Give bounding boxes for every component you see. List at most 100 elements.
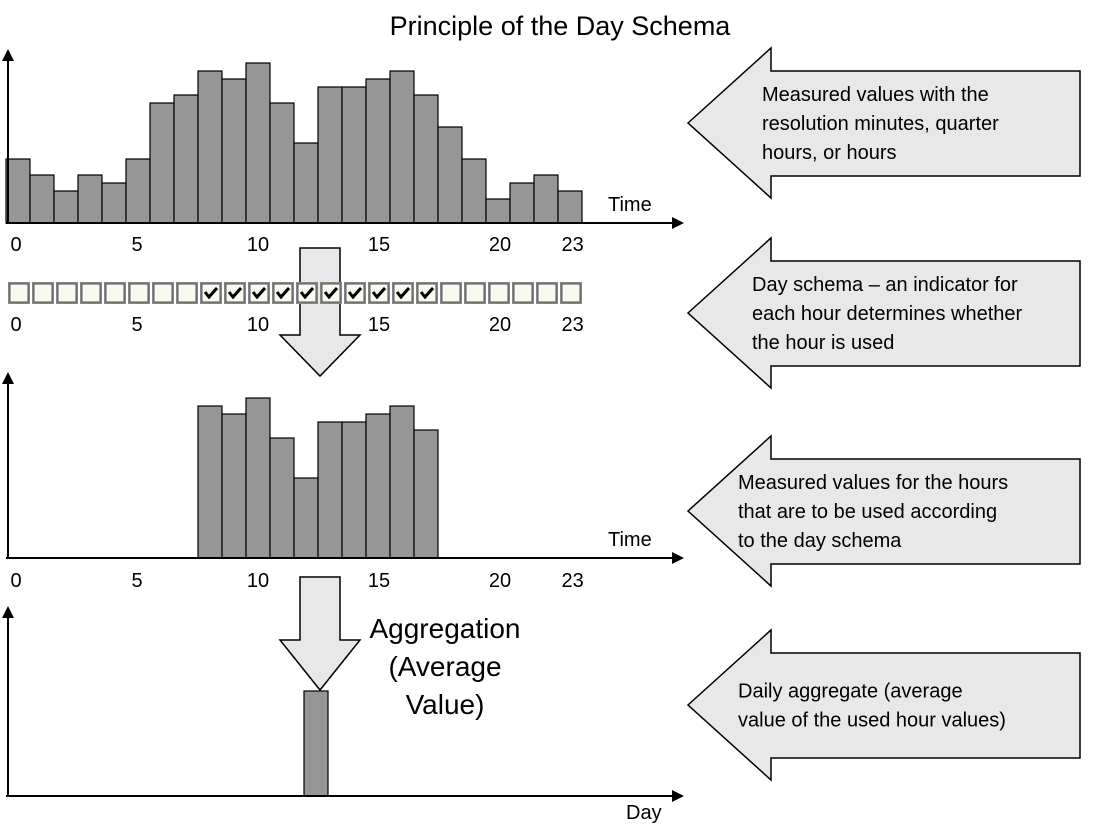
schema-checkbox-hour-16[interactable] [392, 282, 414, 304]
bar-hour-1 [29, 174, 55, 224]
schema-checkbox-hour-3[interactable] [80, 282, 102, 304]
bar-hour-7 [173, 94, 199, 224]
tick-labels: 0 5 10 15 20 23 [10, 570, 583, 592]
checkbox-box [489, 283, 509, 303]
check-icon [371, 287, 387, 300]
note-line: that are to be used according [738, 501, 997, 523]
schema-checkbox-hour-10[interactable] [248, 282, 270, 304]
check-icon [419, 287, 435, 300]
checkbox-box [153, 283, 173, 303]
bar-hour-23 [557, 190, 583, 224]
bar-hour-9 [221, 413, 247, 559]
checkbox-box [9, 283, 29, 303]
check-icon [203, 287, 219, 300]
note-line: to the day schema [738, 530, 902, 552]
tick-label-20: 20 [489, 234, 511, 256]
note-line: resolution minutes, quarter [762, 113, 999, 135]
hourly-values-chart [5, 62, 583, 224]
bar-hour-12 [293, 142, 319, 224]
schema-checkbox-hour-17[interactable] [416, 282, 438, 304]
bar-hour-14 [341, 86, 367, 224]
schema-checkbox-hour-14[interactable] [344, 282, 366, 304]
bar-hour-6 [149, 102, 175, 224]
explanation-arrows: Measured values with the resolution minut… [686, 46, 1081, 782]
tick-label-0: 0 [10, 314, 21, 336]
schema-checkbox-hour-11[interactable] [272, 282, 294, 304]
check-icon [299, 287, 315, 300]
schema-checkbox-hour-9[interactable] [224, 282, 246, 304]
note-line: each hour determines whether [752, 303, 1022, 325]
bar-hour-15 [365, 413, 391, 559]
bar-hour-14 [341, 421, 367, 559]
checkbox-box [513, 283, 533, 303]
bar-hour-3 [77, 174, 103, 224]
checkbox-box [441, 283, 461, 303]
tick-label-5: 5 [131, 234, 142, 256]
bar-hour-13 [317, 86, 343, 224]
schema-checkbox-hour-21[interactable] [512, 282, 534, 304]
bar-hour-19 [461, 158, 487, 224]
schema-checkbox-hour-6[interactable] [152, 282, 174, 304]
bar-hour-16 [389, 405, 415, 559]
schema-checkbox-hour-5[interactable] [128, 282, 150, 304]
down-arrow-aggregation [278, 576, 362, 692]
tick-labels: 0 5 10 15 20 23 [10, 234, 583, 256]
schema-checkbox-hour-7[interactable] [176, 282, 198, 304]
bar-hour-5 [125, 158, 151, 224]
note-line: value of the used hour values) [738, 710, 1006, 732]
checkbox-box [81, 283, 101, 303]
left-arrow-shape [686, 434, 1081, 588]
schema-checkbox-hour-20[interactable] [488, 282, 510, 304]
schema-checkbox-hour-23[interactable] [560, 282, 582, 304]
schema-checkbox-hour-12[interactable] [296, 282, 318, 304]
checkbox-box [465, 283, 485, 303]
bar-hour-16 [389, 70, 415, 224]
aggregation-label-1: Aggregation [369, 613, 520, 644]
schema-checkbox-hour-22[interactable] [536, 282, 558, 304]
diagram-title: Principle of the Day Schema [390, 11, 732, 41]
tick-label-5: 5 [131, 570, 142, 592]
day-axis-label: Day [626, 802, 662, 824]
schema-checkbox-hour-19[interactable] [464, 282, 486, 304]
left-arrow-shape [686, 628, 1081, 782]
schema-checkbox-hour-15[interactable] [368, 282, 390, 304]
note-line: Day schema – an indicator for [752, 274, 1018, 296]
bar-hour-15 [365, 78, 391, 224]
checkbox-box [129, 283, 149, 303]
tick-labels: 0 5 10 15 20 23 [10, 314, 583, 336]
note-line: Daily aggregate (average [738, 681, 963, 703]
tick-label-10: 10 [247, 570, 269, 592]
bar-hour-4 [101, 182, 127, 224]
check-icon [251, 287, 267, 300]
check-icon [227, 287, 243, 300]
bar-hour-22 [533, 174, 559, 224]
bar-hour-8 [197, 70, 223, 224]
note-line: the hour is used [752, 332, 894, 354]
aggregate-bar [303, 690, 329, 797]
tick-label-20: 20 [489, 314, 511, 336]
tick-label-10: 10 [247, 314, 269, 336]
aggregation-label-2: (Average [388, 651, 501, 682]
checkbox-box [177, 283, 197, 303]
bar-hour-17 [413, 429, 439, 559]
checkbox-box [105, 283, 125, 303]
tick-label-0: 0 [10, 570, 21, 592]
schema-checkbox-hour-1[interactable] [32, 282, 54, 304]
check-icon [395, 287, 411, 300]
bar-hour-21 [509, 182, 535, 224]
note-arrow-4: Daily aggregate (average value of the use… [686, 628, 1081, 782]
left-arrow-shape [686, 236, 1081, 390]
note-arrow-3: Measured values for the hours that are to… [686, 434, 1081, 588]
checkbox-box [561, 283, 581, 303]
schema-checkbox-hour-0[interactable] [8, 282, 30, 304]
bar-hour-10 [245, 397, 271, 559]
schema-checkbox-hour-18[interactable] [440, 282, 462, 304]
schema-checkbox-hour-2[interactable] [56, 282, 78, 304]
check-icon [275, 287, 291, 300]
schema-checkbox-hour-4[interactable] [104, 282, 126, 304]
tick-label-23: 23 [561, 234, 583, 256]
schema-checkbox-hour-13[interactable] [320, 282, 342, 304]
used-hours-chart [197, 397, 439, 559]
schema-checkbox-hour-8[interactable] [200, 282, 222, 304]
bar-hour-12 [293, 477, 319, 559]
